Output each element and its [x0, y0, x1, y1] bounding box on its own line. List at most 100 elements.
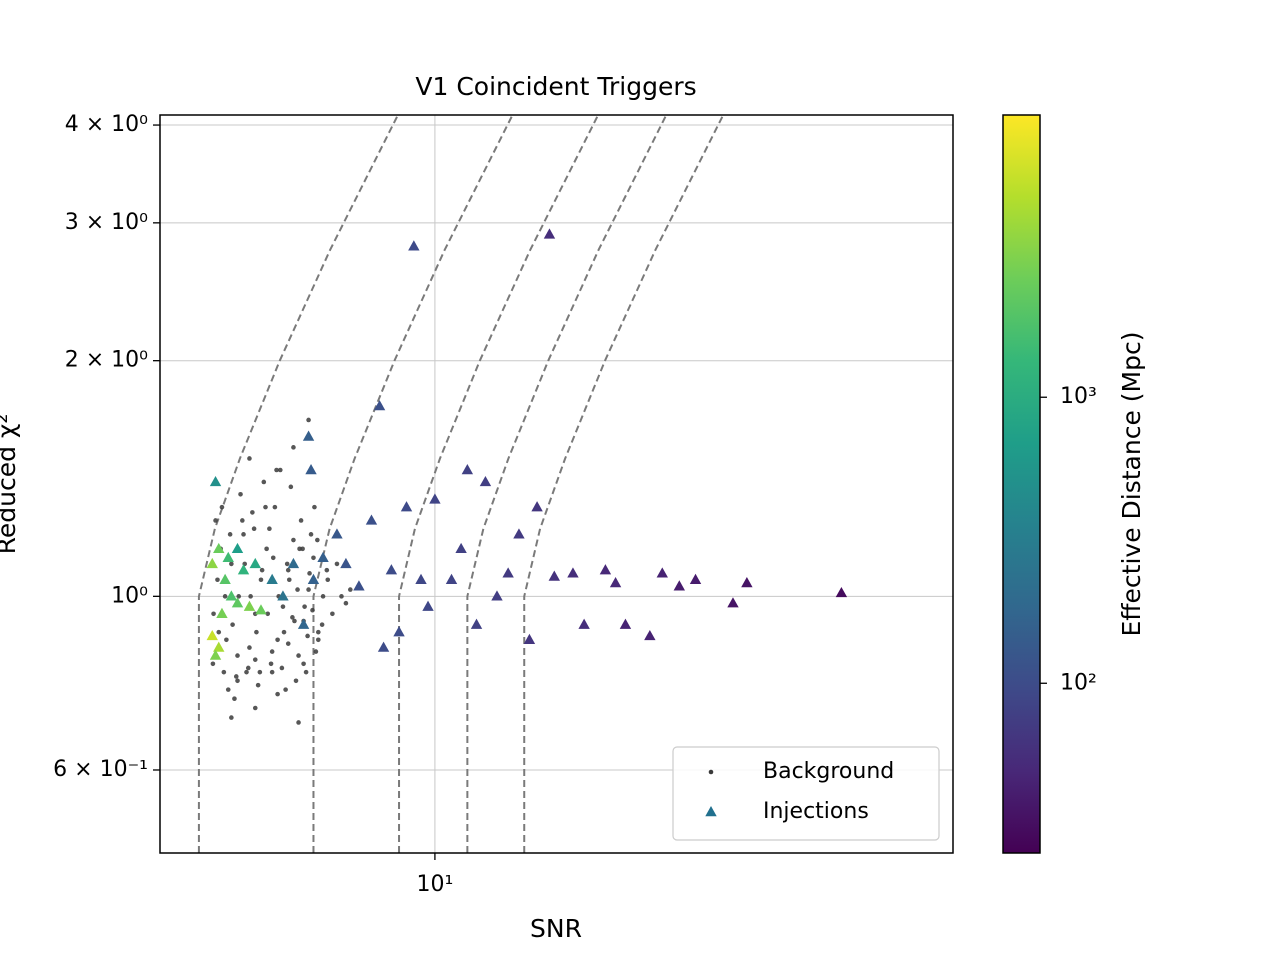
injection-point [673, 580, 686, 591]
threshold-curve [197, 115, 399, 853]
background-point [295, 587, 300, 592]
background-point [219, 504, 225, 510]
injection-point [331, 528, 343, 539]
injection-point [470, 618, 483, 629]
background-point [319, 622, 325, 627]
injection-point [835, 586, 848, 598]
background-point [270, 555, 276, 561]
background-point [263, 504, 268, 510]
injection-point [543, 228, 556, 239]
y-tick-label: 2 × 10⁰ [65, 348, 148, 373]
background-point [241, 532, 246, 537]
background-point [211, 611, 216, 617]
injection-point [461, 464, 474, 475]
plot-frame [159, 114, 954, 854]
injection-point [231, 597, 244, 608]
injection-point [317, 551, 329, 562]
injection-point [523, 633, 536, 644]
background-point [261, 479, 267, 485]
injection-point [255, 604, 267, 615]
injection-point [209, 649, 222, 660]
background-point [310, 607, 315, 613]
injection-point [206, 557, 218, 569]
colorbar [1002, 114, 1041, 854]
background-point [252, 705, 258, 711]
background-point [233, 674, 239, 679]
background-point [229, 715, 234, 720]
background-point [238, 492, 243, 497]
background-point [275, 637, 280, 643]
background-point [286, 577, 292, 583]
background-point [274, 467, 279, 473]
injection-point [567, 567, 579, 578]
background-point [235, 678, 240, 684]
plot-area [197, 115, 848, 853]
background-point [303, 669, 309, 675]
colorbar-tick-label: 10³ [1060, 384, 1097, 409]
injection-point [619, 618, 632, 629]
injection-point [237, 564, 250, 575]
background-point [264, 546, 269, 552]
injection-point [656, 567, 668, 578]
background-point [229, 561, 234, 567]
background-point [258, 577, 264, 583]
background-point [248, 594, 253, 599]
injection-point [385, 564, 398, 575]
background-point [250, 510, 255, 515]
background-point [279, 665, 285, 671]
injection-point [455, 542, 467, 554]
legend-marker [705, 806, 717, 817]
injection-point [219, 573, 231, 584]
background-point [216, 629, 222, 635]
background-point [324, 567, 330, 573]
legend-marker [708, 769, 714, 775]
background-point [227, 532, 233, 537]
background-point [320, 594, 326, 599]
background-point [259, 567, 265, 573]
injection-point [727, 597, 739, 608]
background-point [215, 577, 220, 583]
background-point [247, 645, 252, 650]
background-point [269, 649, 275, 654]
background-point [291, 445, 296, 450]
background-point [245, 665, 251, 671]
background-point [315, 537, 320, 543]
injection-point [266, 573, 278, 584]
colorbar-label: Effective Distance (Mpc) [1117, 332, 1146, 637]
background-point [312, 504, 317, 510]
injection-point [689, 573, 702, 584]
background-point [308, 532, 314, 537]
legend-label: Injections [763, 799, 869, 824]
injection-point [287, 557, 300, 569]
background-point [339, 594, 344, 599]
injection-point [249, 557, 261, 569]
chart-title: V1 Coincident Triggers [415, 72, 696, 101]
background-point [268, 661, 274, 667]
background-point [275, 691, 280, 697]
injection-point [513, 528, 525, 539]
background-point [225, 687, 231, 692]
background-point [257, 669, 263, 675]
background-point [247, 456, 252, 461]
background-point [298, 518, 304, 523]
background-point [280, 604, 286, 609]
background-point [235, 653, 240, 658]
injection-point [548, 570, 560, 581]
background-point [285, 641, 291, 646]
background-point [291, 537, 296, 543]
injection-point [415, 573, 427, 584]
y-tick-label: 6 × 10⁻¹ [53, 757, 148, 782]
background-point [277, 467, 283, 473]
threshold-curve [398, 115, 600, 853]
background-point [311, 555, 316, 561]
injection-point [479, 475, 492, 487]
legend: Background Injections [672, 746, 940, 841]
injection-point [297, 618, 310, 629]
colorbar-tick-label: 10² [1060, 670, 1097, 695]
background-point [330, 611, 335, 617]
injection-point [231, 542, 244, 554]
background-point [316, 637, 321, 643]
background-point [281, 629, 287, 635]
background-point [254, 629, 259, 635]
